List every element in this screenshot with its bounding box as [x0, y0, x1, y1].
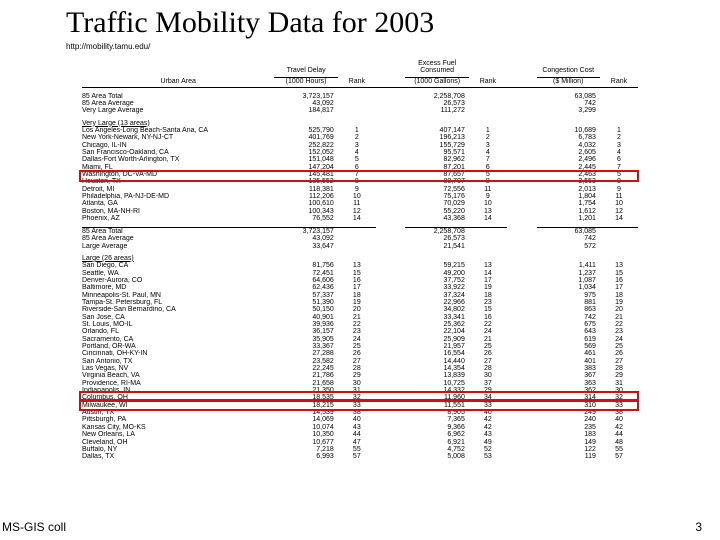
table-row: Seattle, WA72,4511549,200141,23715 [82, 270, 638, 277]
col-rank: Rank [469, 60, 507, 88]
table-row: New York-Newark, NY-NJ-CT401,7692196,213… [82, 134, 638, 141]
table-row: Austin, TX14,539388,9054024938 [82, 409, 638, 416]
group-label: Very Large (13 areas) [82, 120, 638, 127]
table-row: Kansas City, MO-KS10,074439,3664223542 [82, 424, 638, 431]
table-row: Milwaukee, WI18,2153311,5513331033 [82, 402, 638, 409]
col-fuel-unit: (1000 Gallons) [405, 77, 468, 87]
col-delay: Travel Delay [274, 60, 337, 77]
table-row: Dallas, TX6,993575,0085311957 [82, 453, 638, 460]
footer-left: MS-GIS coll [2, 520, 66, 534]
table-row: New Orleans, LA10,350446,9624318344 [82, 431, 638, 438]
table-row: Chicago, IL-IN252,8223155,72934,0323 [82, 142, 638, 149]
table-row: Tampa-St. Petersburg, FL51,3901922,96623… [82, 299, 638, 306]
summary-row: 85 Area Average43,09226,573742 [82, 235, 638, 242]
table-row: Columbus, OH18,5353211,9603431432 [82, 394, 638, 401]
col-rank: Rank [338, 60, 376, 88]
col-delay-unit: (1000 Hours) [274, 77, 337, 87]
table-row: Indianapolis, IN21,3503114,3322936230 [82, 387, 638, 394]
table-row: Riverside-San Bernardino, CA50,1502034,8… [82, 306, 638, 313]
summary-row: 85 Area Average43,09226,573742 [82, 100, 638, 107]
table-row: San Antonio, TX23,5822714,4402740127 [82, 358, 638, 365]
table-row: San Jose, CA40,9012133,3411674221 [82, 314, 638, 321]
table-row: Miami, FL147,204687,20162,4457 [82, 164, 638, 171]
table-row: Los Angeles-Long Beach-Santa Ana, CA525,… [82, 127, 638, 134]
summary-row: Large Average33,64721,541572 [82, 243, 638, 250]
table-header: Urban Area Travel Delay Rank Excess Fuel… [82, 60, 638, 88]
source-url: http://mobility.tamu.edu/ [66, 42, 720, 51]
table-row: Dallas-Fort Worth-Arlington, TX151,04858… [82, 156, 638, 163]
col-fuel: Excess Fuel Consumed [405, 60, 468, 77]
data-table: Urban Area Travel Delay Rank Excess Fuel… [82, 60, 638, 461]
table-row: Phoenix, AZ76,5521443,368141,20114 [82, 215, 638, 222]
col-cost-unit: ($ Million) [537, 77, 600, 87]
table-row: Boston, MA-NH-RI100,3431255,220131,61212 [82, 208, 638, 215]
table-row: Denver-Aurora, CO64,6061637,752171,08716 [82, 277, 638, 284]
table-row: Sacramento, CA35,9052425,9092161924 [82, 336, 638, 343]
col-cost: Congestion Cost [537, 60, 600, 77]
table-row: Virginia Beach, VA21,7862913,8393036729 [82, 372, 638, 379]
col-urban: Urban Area [82, 60, 274, 88]
table-row: Philadelphia, PA-NJ-DE-MD112,2061075,176… [82, 193, 638, 200]
table-row: Pittsburgh, PA14,069407,3654224040 [82, 416, 638, 423]
summary-row: Very Large Average184,817111,2723,299 [82, 107, 638, 114]
table-row: St. Louis, MO-IL39,9362225,3622267522 [82, 321, 638, 328]
table-row: San Diego, CA81,7561359,215131,41113 [82, 262, 638, 269]
summary-row: 85 Area Total3,723,1572,258,70863,085 [82, 93, 638, 100]
table-row: Cincinnati, OH-KY-IN27,2882616,554264612… [82, 350, 638, 357]
col-rank: Rank [600, 60, 638, 88]
table-row: Portland, OR-WA33,3672521,9572556925 [82, 343, 638, 350]
page-number: 3 [695, 520, 702, 534]
table-row: San Francisco-Oakland, CA152,052495,5714… [82, 149, 638, 156]
page-title: Traffic Mobility Data for 2003 [66, 6, 720, 40]
summary-row: 85 Area Total3,723,1572,258,70863,085 [82, 227, 638, 235]
table-row: Washington, DC-VA-MD145,481787,65752,463… [82, 171, 638, 178]
table-row: Atlanta, GA100,6101170,029101,75410 [82, 200, 638, 207]
table-row: Cleveland, OH10,677476,9214914948 [82, 439, 638, 446]
table-row: Baltimore, MD62,4361733,922191,03417 [82, 284, 638, 291]
table-row: Houston, TX135,552880,70782,5538 [82, 178, 638, 185]
table-row: Orlando, FL36,1572322,1042464323 [82, 328, 638, 335]
table-row: Detroit, MI118,381972,556112,0139 [82, 186, 638, 193]
table-row: Minneapolis-St. Paul, MN57,3371837,32418… [82, 292, 638, 299]
table-row: Providence, RI-MA21,6583010,7253736331 [82, 380, 638, 387]
group-label: Large (26 areas) [82, 255, 638, 262]
table-row: Buffalo, NY7,218554,7525212255 [82, 446, 638, 453]
table-row: Las Vegas, NV22,2452814,3542838328 [82, 365, 638, 372]
